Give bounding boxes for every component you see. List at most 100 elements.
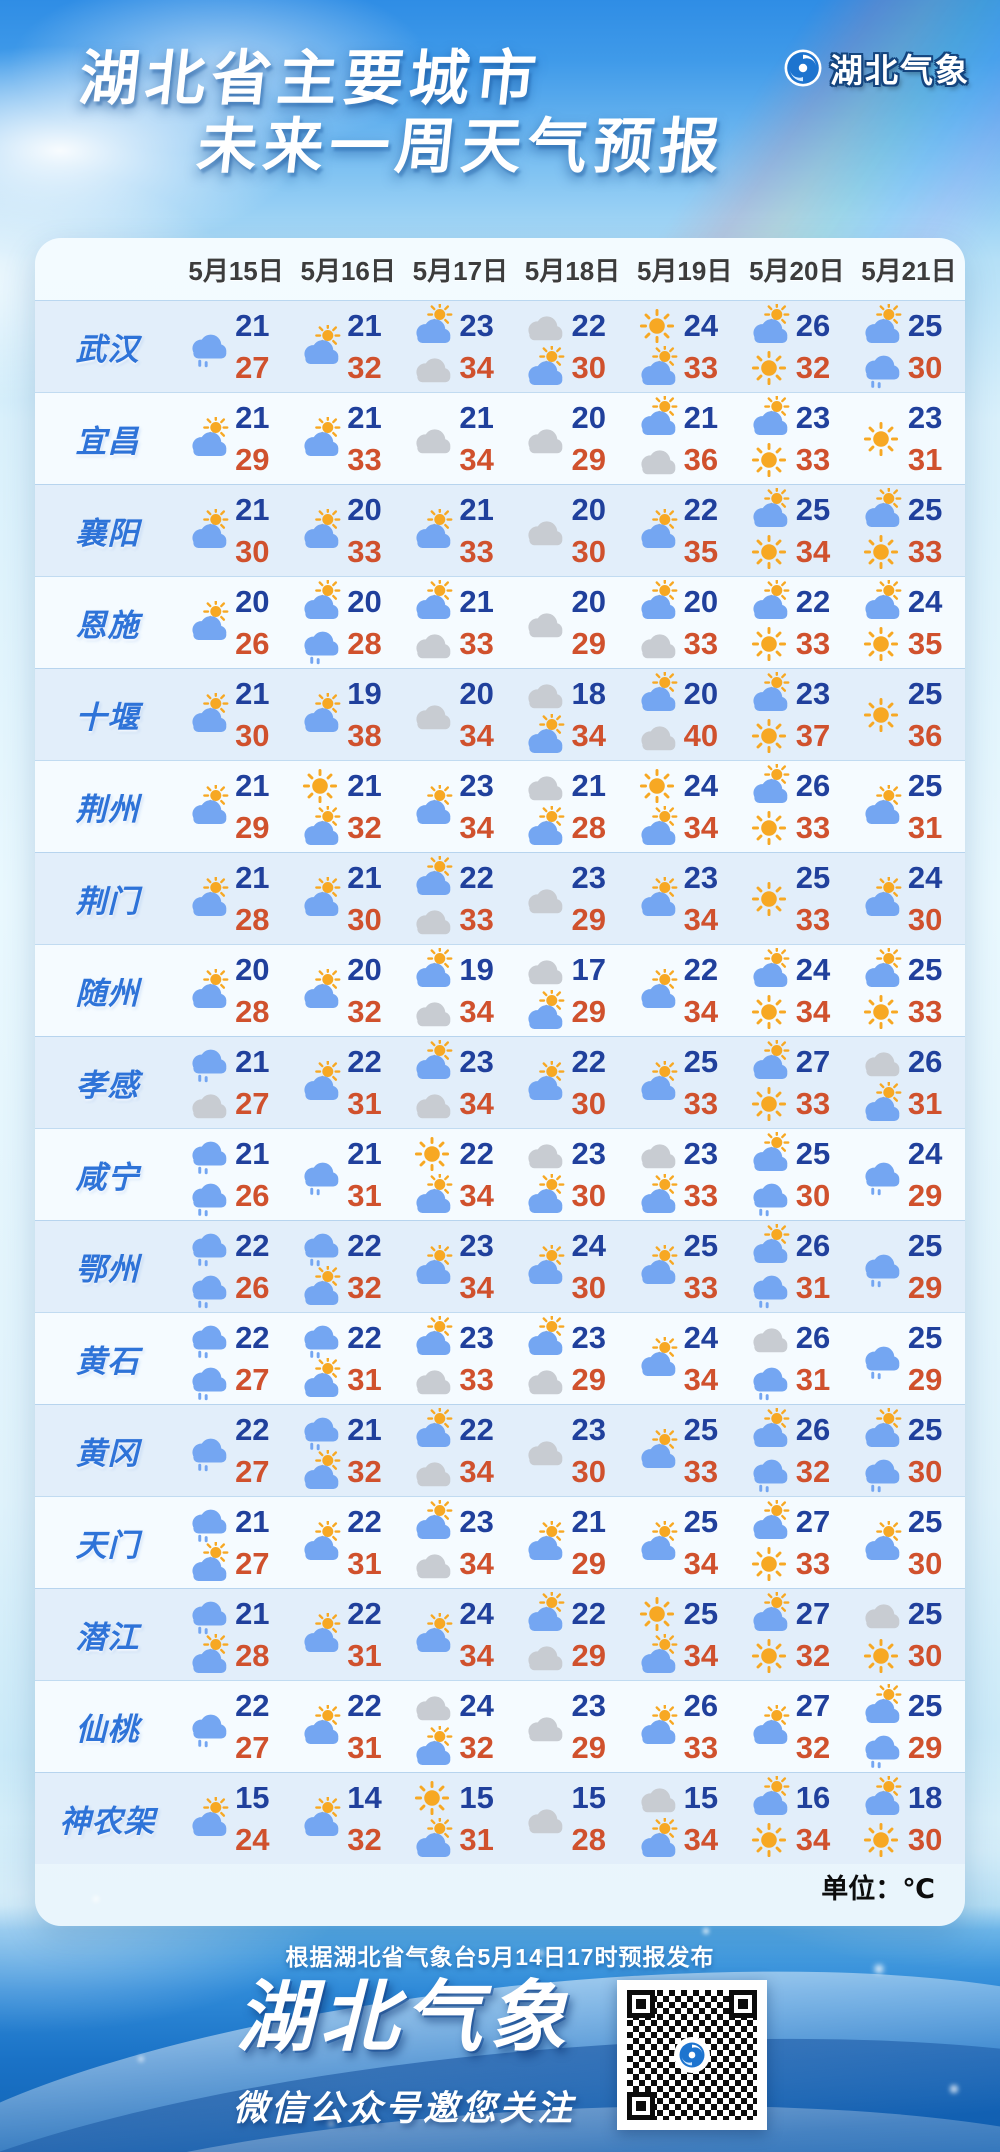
sun-behind-cloud-icon <box>410 303 456 348</box>
sun-behind-cloud-icon <box>298 805 344 850</box>
high-temperature: 29 <box>907 1362 943 1397</box>
forecast-cell: 22 26 <box>186 1225 286 1309</box>
high-temperature: 29 <box>571 902 606 937</box>
qr-finder-icon <box>729 1989 757 2018</box>
low-temperature: 24 <box>571 1228 606 1263</box>
low-temperature: 27 <box>795 1504 831 1539</box>
date-header: 5月19日 <box>636 255 733 286</box>
sun-behind-cloud-icon <box>410 784 456 829</box>
forecast-cell: 25 36 <box>859 673 959 757</box>
sun-icon <box>747 1542 793 1586</box>
low-temperature: 22 <box>235 1228 270 1263</box>
forecast-cell: 23 30 <box>522 1133 622 1217</box>
high-temperature: 33 <box>347 534 382 569</box>
forecast-cell: 25 30 <box>859 303 959 389</box>
high-temperature: 32 <box>795 1638 831 1673</box>
high-temperature: 34 <box>459 994 494 1029</box>
low-temperature: 25 <box>795 860 831 895</box>
low-temperature: 24 <box>459 1688 494 1723</box>
high-temperature: 34 <box>459 1454 494 1489</box>
high-temperature: 33 <box>459 902 494 937</box>
overcast-cloud-icon <box>186 1082 232 1126</box>
table-row: 十堰 21 30 19 38 20 34 18 34 20 40 23 37 25 36 <box>35 668 965 760</box>
high-temperature: 34 <box>459 1270 494 1305</box>
table-row: 黄冈 22 27 21 32 22 34 23 30 25 33 26 32 25 30 <box>35 1404 965 1496</box>
overcast-cloud-icon <box>410 1358 456 1402</box>
high-temperature: 27 <box>235 1730 270 1765</box>
forecast-cell: 22 31 <box>298 1317 398 1401</box>
overcast-cloud-icon <box>747 1316 793 1360</box>
high-temperature: 27 <box>235 1362 270 1397</box>
high-temperature: 32 <box>795 350 831 385</box>
high-temperature: 30 <box>571 1086 606 1121</box>
high-temperature: 33 <box>795 626 831 661</box>
high-temperature: 34 <box>459 810 494 845</box>
low-temperature: 24 <box>683 768 719 803</box>
high-temperature: 36 <box>907 718 943 753</box>
rain-cloud-icon <box>298 1224 344 1268</box>
forecast-cell: 24 34 <box>635 765 735 849</box>
overcast-cloud-icon <box>522 417 568 461</box>
sun-behind-cloud-icon <box>298 416 344 461</box>
forecast-cell: 25 30 <box>747 1131 847 1217</box>
forecast-cell: 25 33 <box>635 1225 735 1309</box>
sun-behind-cloud-icon <box>298 1449 344 1494</box>
overcast-cloud-icon <box>522 672 568 716</box>
high-temperature: 30 <box>235 718 270 753</box>
high-temperature: 29 <box>571 1730 606 1765</box>
low-temperature: 25 <box>683 1596 719 1631</box>
overcast-cloud-icon <box>522 509 568 553</box>
forecast-cell: 21 30 <box>186 489 286 573</box>
forecast-cell: 20 33 <box>298 489 398 573</box>
sun-icon <box>747 438 793 482</box>
sun-behind-cloud-icon <box>747 1775 793 1820</box>
high-temperature: 34 <box>795 1822 831 1857</box>
low-temperature: 21 <box>459 492 494 527</box>
sun-icon <box>859 622 905 666</box>
sun-behind-cloud-icon <box>410 1817 456 1862</box>
qr-center-logo-icon <box>674 2036 710 2073</box>
high-temperature: 26 <box>235 1178 270 1213</box>
high-temperature: 32 <box>795 1454 831 1489</box>
table-row: 天门 21 27 22 31 23 34 21 29 25 34 27 33 25 30 <box>35 1496 965 1588</box>
sun-icon <box>298 764 344 808</box>
rain-cloud-icon <box>186 1224 232 1268</box>
high-temperature: 30 <box>571 1270 606 1305</box>
rain-cloud-icon <box>859 1245 905 1289</box>
sun-behind-cloud-icon <box>635 1244 681 1289</box>
low-temperature: 22 <box>459 1136 494 1171</box>
high-temperature: 29 <box>571 1546 606 1581</box>
sun-behind-cloud-icon <box>635 968 681 1013</box>
low-temperature: 21 <box>347 1412 382 1447</box>
sun-behind-cloud-icon <box>298 876 344 921</box>
sun-behind-cloud-icon <box>859 1683 905 1728</box>
low-temperature: 25 <box>683 1044 719 1079</box>
table-row: 仙桃 22 27 22 31 24 32 23 29 26 33 27 32 25 29 <box>35 1680 965 1772</box>
brand-logo-text: 湖北气象 <box>830 52 970 89</box>
forecast-cell: 20 30 <box>522 489 622 573</box>
low-temperature: 21 <box>235 1044 270 1079</box>
high-temperature: 33 <box>795 1546 831 1581</box>
sun-icon <box>859 1634 905 1678</box>
sun-behind-cloud-icon <box>859 1081 905 1126</box>
high-temperature: 35 <box>907 626 943 661</box>
sun-behind-cloud-icon <box>635 876 681 921</box>
low-temperature: 22 <box>459 860 494 895</box>
high-temperature: 31 <box>347 1730 382 1765</box>
high-temperature: 29 <box>235 442 270 477</box>
sun-icon <box>747 622 793 666</box>
high-temperature: 33 <box>795 902 831 937</box>
low-temperature: 26 <box>795 308 831 343</box>
high-temperature: 29 <box>571 994 606 1029</box>
forecast-cell: 24 30 <box>859 857 959 941</box>
sun-behind-cloud-icon <box>410 1499 456 1544</box>
sun-behind-cloud-icon <box>410 1725 456 1770</box>
city-name: 潜江 <box>75 1620 140 1655</box>
sun-behind-cloud-icon <box>522 989 568 1034</box>
table-row: 鄂州 22 26 22 32 23 34 24 30 25 33 26 31 25 29 <box>35 1220 965 1312</box>
low-temperature: 26 <box>795 1412 831 1447</box>
sun-icon <box>747 346 793 390</box>
overcast-cloud-icon <box>522 1705 568 1749</box>
high-temperature: 29 <box>907 1730 943 1765</box>
city-name: 荆州 <box>75 792 140 827</box>
